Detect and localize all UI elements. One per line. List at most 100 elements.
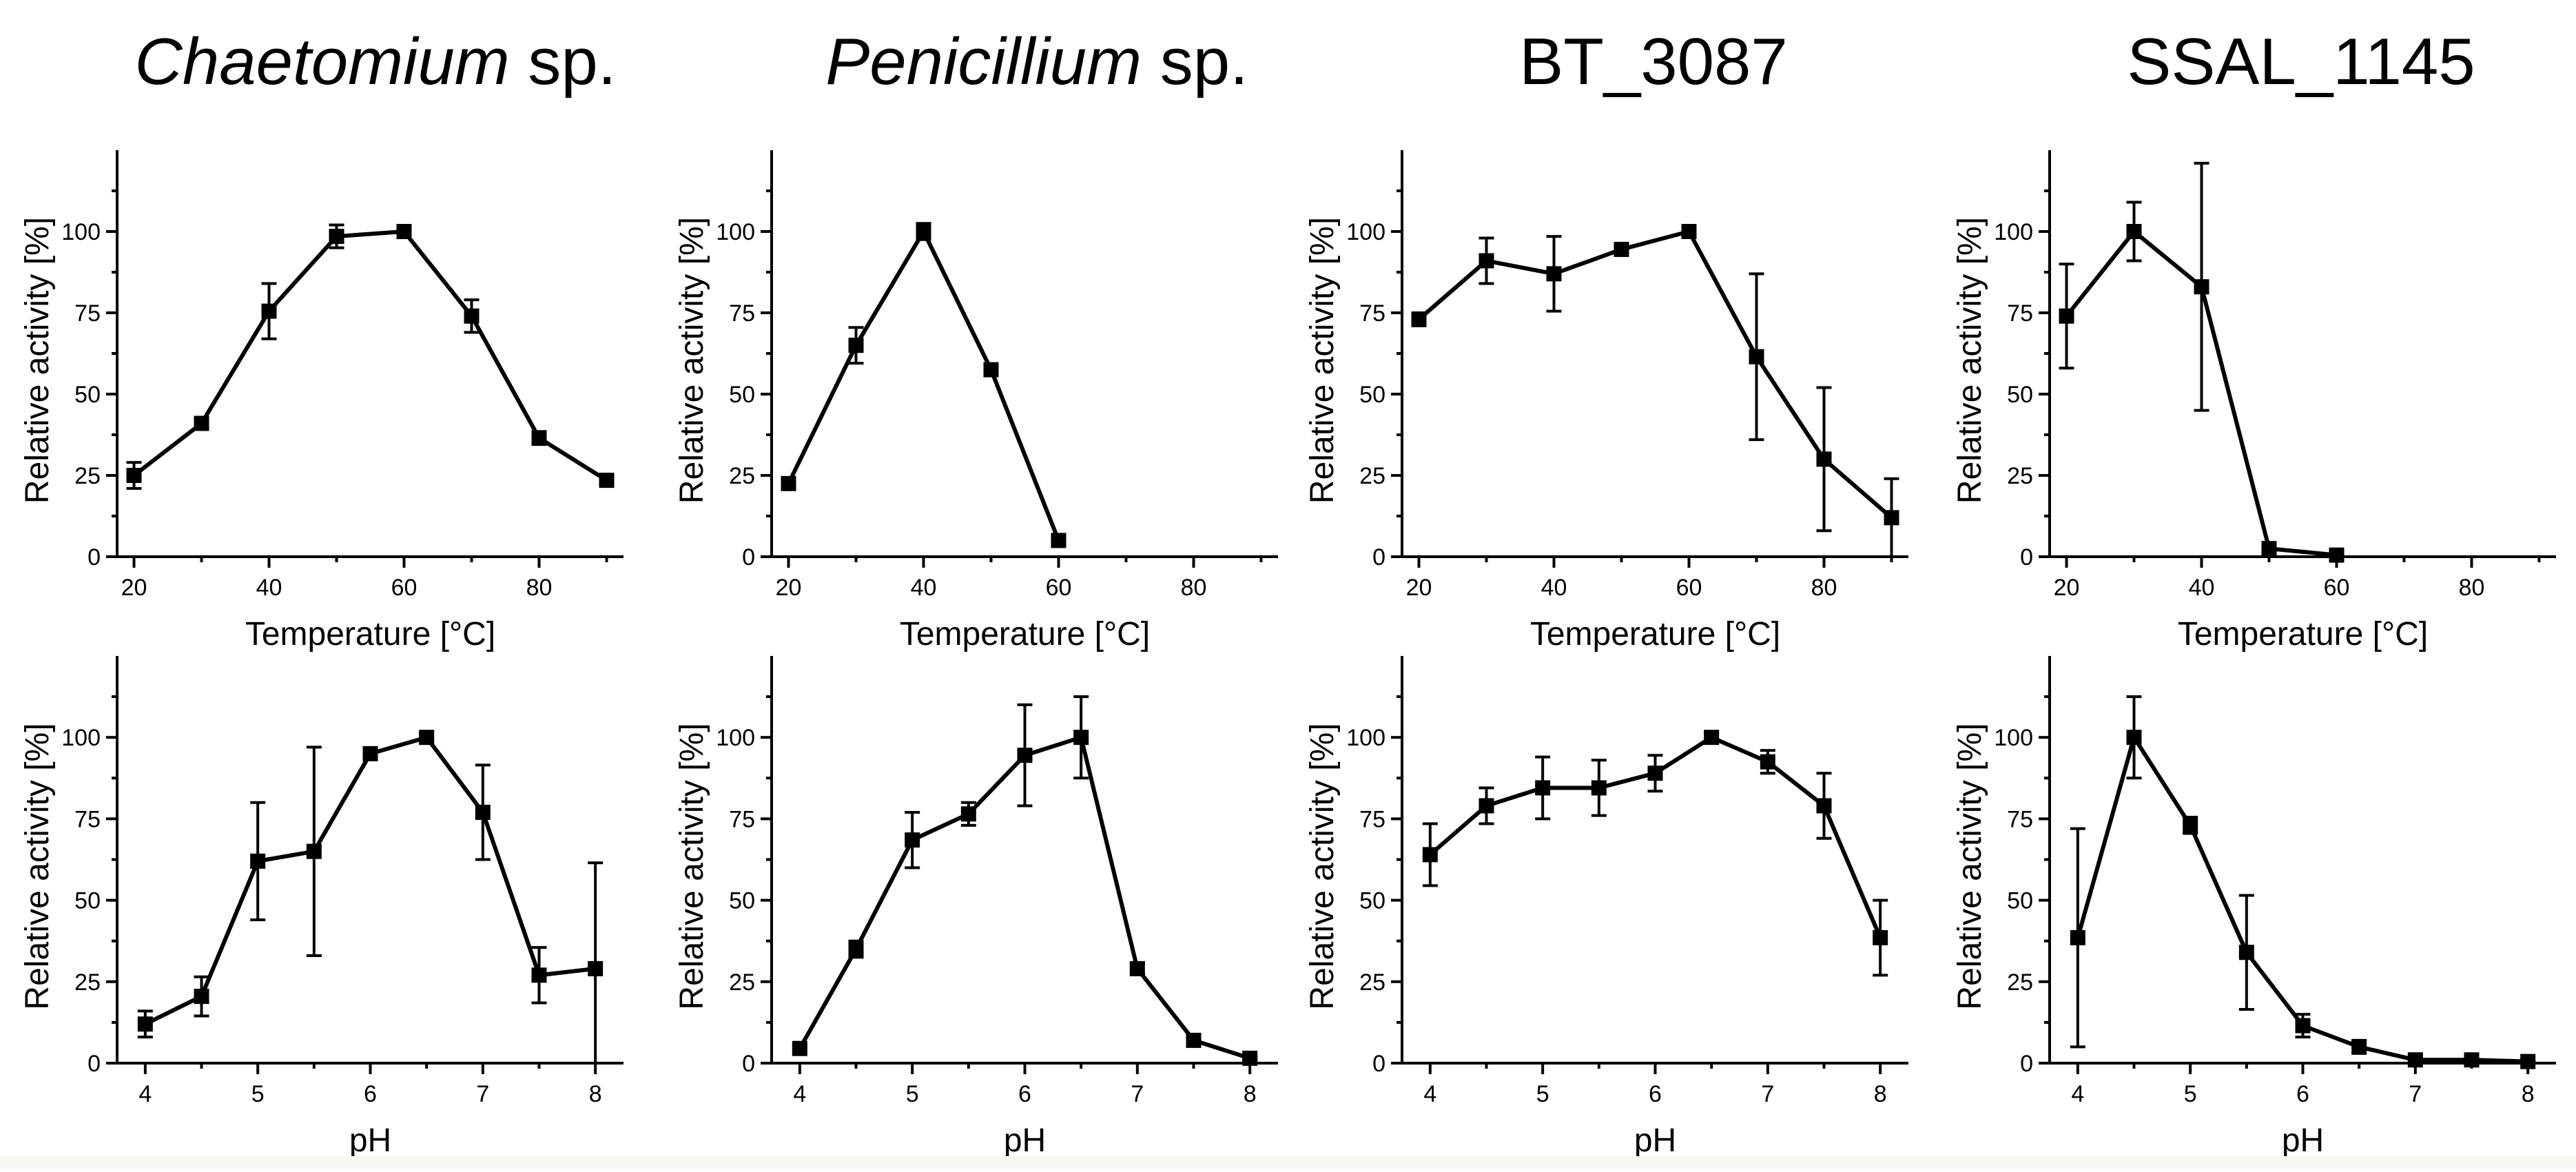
x-tick-label: 6 xyxy=(364,1081,377,1107)
x-axis-label: pH xyxy=(1634,1122,1676,1159)
data-point xyxy=(1073,730,1089,746)
y-tick-label: 100 xyxy=(61,219,101,245)
x-tick-label: 7 xyxy=(1131,1081,1144,1107)
data-point xyxy=(983,362,999,378)
data-point xyxy=(1681,224,1697,239)
data-point xyxy=(1478,253,1494,269)
series-line xyxy=(132,229,608,482)
y-tick-label: 0 xyxy=(2020,544,2033,570)
x-tick-label: 8 xyxy=(1244,1081,1257,1107)
y-tick-label: 100 xyxy=(1346,219,1385,245)
data-point xyxy=(475,804,491,820)
x-tick-label: 7 xyxy=(476,1081,489,1107)
data-point xyxy=(1129,960,1145,976)
y-tick-label: 50 xyxy=(1359,888,1385,914)
data-point xyxy=(2194,279,2209,295)
y-tick-label: 75 xyxy=(74,300,101,327)
data-point xyxy=(396,224,412,239)
data-point xyxy=(2351,1039,2367,1055)
data-point xyxy=(2464,1052,2480,1068)
y-axis-label: Relative activity [%] xyxy=(19,217,56,504)
y-tick-label: 25 xyxy=(1359,463,1385,489)
data-point xyxy=(261,303,277,319)
bottom-band xyxy=(0,1156,2576,1169)
y-tick-label: 25 xyxy=(74,969,101,996)
y-tick-label: 50 xyxy=(1359,382,1385,408)
x-tick-label: 20 xyxy=(776,575,802,601)
series-line xyxy=(786,229,1061,542)
y-tick-label: 75 xyxy=(729,300,755,327)
data-point xyxy=(1647,765,1663,781)
data-point xyxy=(781,475,796,491)
data-point xyxy=(250,853,266,869)
data-point xyxy=(1816,451,1832,467)
column-title-plain: BT_3087 xyxy=(1519,25,1788,99)
chart-panel: 0 25 50 75 100 4 5 6 7 8 pH Relative activity [%] xyxy=(19,656,624,1159)
data-point xyxy=(126,468,142,483)
x-tick-label: 40 xyxy=(911,575,937,601)
data-point xyxy=(848,941,864,957)
x-tick-label: 4 xyxy=(1423,1081,1436,1107)
x-tick-label: 5 xyxy=(2184,1081,2197,1107)
series-line xyxy=(2075,735,2528,1064)
data-point xyxy=(1478,798,1494,814)
data-point xyxy=(1546,266,1562,282)
y-tick-label: 100 xyxy=(716,219,755,245)
data-point xyxy=(531,967,547,983)
y-tick-label: 25 xyxy=(1359,969,1385,996)
x-tick-label: 60 xyxy=(1046,575,1072,601)
y-tick-label: 50 xyxy=(74,382,101,408)
y-axis-label: Relative activity [%] xyxy=(1304,217,1341,504)
data-point xyxy=(1816,798,1832,814)
x-tick-label: 40 xyxy=(256,575,282,601)
data-point xyxy=(792,1040,807,1056)
y-tick-label: 50 xyxy=(729,382,755,408)
y-tick-label: 0 xyxy=(87,544,101,570)
y-tick-label: 50 xyxy=(2007,888,2033,914)
x-tick-label: 20 xyxy=(1406,575,1432,601)
data-point xyxy=(1749,349,1764,364)
data-point xyxy=(362,746,378,761)
y-tick-label: 100 xyxy=(1994,219,2033,245)
chart-panel: 0 25 50 75 100 20 40 60 80 Temperature [°C] Relati… xyxy=(19,150,624,652)
x-tick-label: 4 xyxy=(793,1081,806,1107)
x-axis-label: Temperature [°C] xyxy=(245,616,495,652)
x-tick-label: 20 xyxy=(121,575,147,601)
column-title-italic: Penicillium xyxy=(825,25,1142,99)
column-title: SSAL_1145 xyxy=(2127,25,2475,99)
data-point xyxy=(905,832,920,848)
data-point xyxy=(1535,780,1551,796)
y-tick-label: 0 xyxy=(742,544,755,570)
data-point xyxy=(2407,1052,2423,1068)
x-tick-label: 60 xyxy=(1676,575,1702,601)
x-tick-label: 5 xyxy=(1536,1081,1549,1107)
column-title: Penicillium sp. xyxy=(825,25,1248,99)
x-tick-label: 6 xyxy=(2296,1081,2309,1107)
x-axis-label: Temperature [°C] xyxy=(1530,616,1780,652)
y-axis-label: Relative activity [%] xyxy=(1952,217,1988,504)
data-point xyxy=(1704,730,1720,746)
y-tick-label: 25 xyxy=(2007,969,2033,996)
x-tick-label: 5 xyxy=(251,1081,265,1107)
data-point xyxy=(848,338,864,353)
y-tick-label: 25 xyxy=(729,969,755,996)
y-tick-label: 100 xyxy=(1346,725,1385,751)
x-axis-label: pH xyxy=(1004,1122,1046,1159)
data-point xyxy=(1760,754,1775,770)
x-tick-label: 5 xyxy=(906,1081,919,1107)
x-axis-label: pH xyxy=(2282,1122,2324,1159)
data-point xyxy=(137,1016,153,1032)
data-point xyxy=(2126,224,2142,239)
data-point xyxy=(2329,547,2345,563)
column-title: Chaetomium sp. xyxy=(135,25,617,99)
x-tick-label: 6 xyxy=(1649,1081,1662,1107)
data-point xyxy=(588,960,604,976)
data-point xyxy=(2070,929,2085,945)
column-title: BT_3087 xyxy=(1519,25,1788,99)
series-line xyxy=(1417,229,1893,520)
data-point xyxy=(2295,1018,2311,1034)
x-tick-label: 80 xyxy=(1811,575,1837,601)
x-tick-label: 40 xyxy=(2189,575,2215,601)
y-tick-label: 75 xyxy=(74,806,101,832)
